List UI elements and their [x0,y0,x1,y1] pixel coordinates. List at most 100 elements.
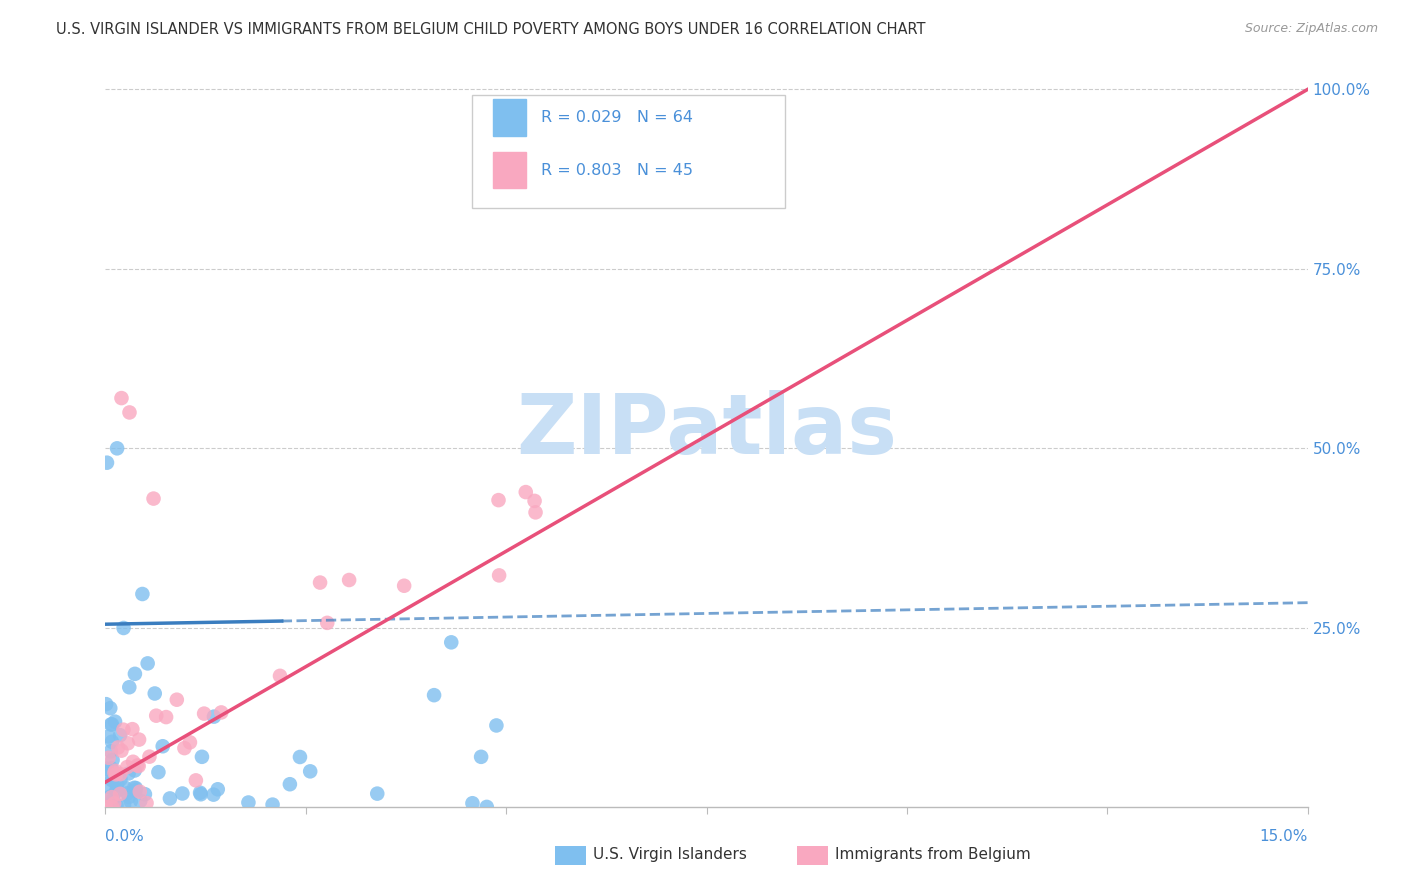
Point [209,706,232,720]
Point [110,744,132,758]
Point [118,789,141,804]
Point [100,744,122,758]
Point [117,786,139,800]
Point [98,789,121,804]
Point [104,714,127,729]
Point [94,800,117,814]
Text: R = 0.029   N = 64: R = 0.029 N = 64 [541,110,693,125]
Point [110,767,132,781]
FancyBboxPatch shape [472,95,785,208]
Point [184,773,207,788]
Text: 0.0%: 0.0% [105,830,145,844]
Point [337,573,360,587]
Point [172,787,194,801]
Bar [492,153,526,188]
Point [135,796,157,810]
Point [138,749,160,764]
Point [101,753,124,767]
Point [105,767,128,781]
Point [193,706,215,721]
Point [107,740,129,755]
Point [288,750,311,764]
Text: 15.0%: 15.0% [1260,830,1308,844]
Point [134,787,156,801]
Point [488,568,510,582]
Point [121,722,143,736]
Point [131,587,153,601]
Point [179,735,201,749]
Point [117,766,139,780]
Point [100,761,122,775]
Point [124,764,146,778]
Point [392,579,415,593]
Point [166,692,188,706]
Point [96,762,118,776]
Point [101,735,124,749]
Point [148,765,170,780]
Point [122,755,145,769]
Point [101,773,124,788]
Point [136,657,159,671]
Point [152,739,174,754]
Point [114,780,136,795]
Point [97,780,120,794]
Point [110,391,132,405]
Point [278,777,301,791]
Point [108,787,131,801]
Point [96,765,118,780]
Point [105,778,128,792]
Point [96,800,118,814]
Point [461,796,484,810]
Point [112,723,135,737]
Point [124,783,146,797]
Point [155,710,177,724]
Point [423,688,446,702]
Text: Source: ZipAtlas.com: Source: ZipAtlas.com [1244,22,1378,36]
Point [122,780,145,795]
Point [269,669,291,683]
Point [115,760,138,774]
Point [98,701,121,715]
Text: R = 0.803   N = 45: R = 0.803 N = 45 [541,163,693,178]
Point [104,764,127,778]
Bar [492,100,526,136]
Point [94,697,117,711]
Point [488,493,510,508]
Point [145,708,167,723]
Point [108,728,131,742]
Point [515,485,537,500]
Point [120,794,142,808]
Point [188,786,211,800]
Text: ZIPatlas: ZIPatlas [516,390,897,471]
Point [262,797,284,812]
Point [96,456,118,470]
Point [202,788,225,802]
Point [299,764,322,779]
Point [475,800,498,814]
Point [309,575,332,590]
Point [97,730,120,744]
Point [523,494,546,508]
Text: U.S. VIRGIN ISLANDER VS IMMIGRANTS FROM BELGIUM CHILD POVERTY AMONG BOYS UNDER 1: U.S. VIRGIN ISLANDER VS IMMIGRANTS FROM … [56,22,925,37]
Point [124,666,146,681]
Point [202,709,225,723]
Point [143,686,166,700]
Point [159,791,181,805]
Point [100,790,122,805]
Point [105,442,128,456]
Point [105,798,128,813]
Point [118,405,141,419]
Point [190,787,212,801]
Point [103,765,125,780]
Point [128,785,150,799]
Point [103,797,125,811]
Point [117,736,139,750]
Point [125,780,148,795]
Point [101,717,124,731]
Point [101,800,124,814]
Point [112,798,135,813]
Point [118,680,141,694]
Point [110,772,132,787]
Point [101,792,124,806]
Point [127,758,149,772]
